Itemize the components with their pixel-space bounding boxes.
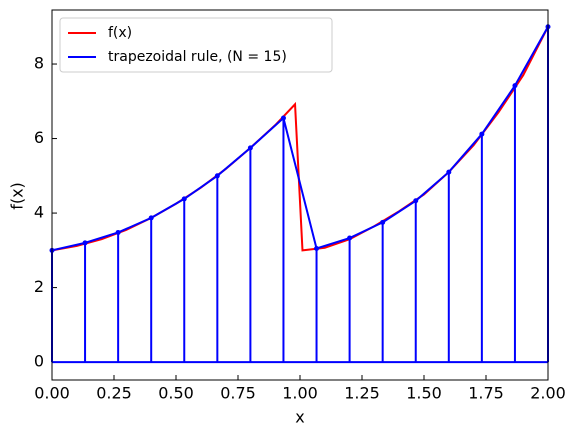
x-tick-label: 1.00 xyxy=(282,384,318,403)
marker xyxy=(446,169,452,175)
marker xyxy=(314,245,320,251)
marker xyxy=(82,240,88,246)
marker xyxy=(347,235,353,241)
marker xyxy=(181,196,187,202)
marker xyxy=(115,229,121,235)
y-tick-label: 0 xyxy=(34,352,44,371)
x-tick-label: 0.50 xyxy=(158,384,194,403)
y-tick-label: 8 xyxy=(34,54,44,73)
legend-label: trapezoidal rule, (N = 15) xyxy=(108,49,287,65)
legend-box xyxy=(59,17,333,73)
y-tick-label: 2 xyxy=(34,277,44,296)
y-axis-label: f(x) xyxy=(8,182,27,210)
marker xyxy=(512,83,518,89)
plot-frame xyxy=(51,9,549,381)
x-tick-label: 1.50 xyxy=(406,384,442,403)
y-tick-label: 4 xyxy=(34,203,44,222)
x-tick-label: 0.25 xyxy=(96,384,132,403)
x-tick-label: 1.25 xyxy=(344,384,380,403)
y-tick-label: 6 xyxy=(34,128,44,147)
legend-label: f(x) xyxy=(108,25,132,41)
marker xyxy=(280,115,286,121)
line xyxy=(51,26,549,252)
legend: f(x) trapezoidal rule, (N = 15) xyxy=(59,17,333,73)
x-axis-label: x xyxy=(295,408,304,427)
x-tick-label: 0.00 xyxy=(34,384,70,403)
marker xyxy=(148,215,154,221)
marker xyxy=(479,131,485,137)
marker xyxy=(214,173,220,179)
x-tick-label: 1.75 xyxy=(468,384,504,403)
marker xyxy=(380,219,386,225)
x-tick-label: 2.00 xyxy=(530,384,566,403)
marker xyxy=(413,198,419,204)
marker xyxy=(247,145,253,151)
x-tick-label: 0.75 xyxy=(220,384,256,403)
